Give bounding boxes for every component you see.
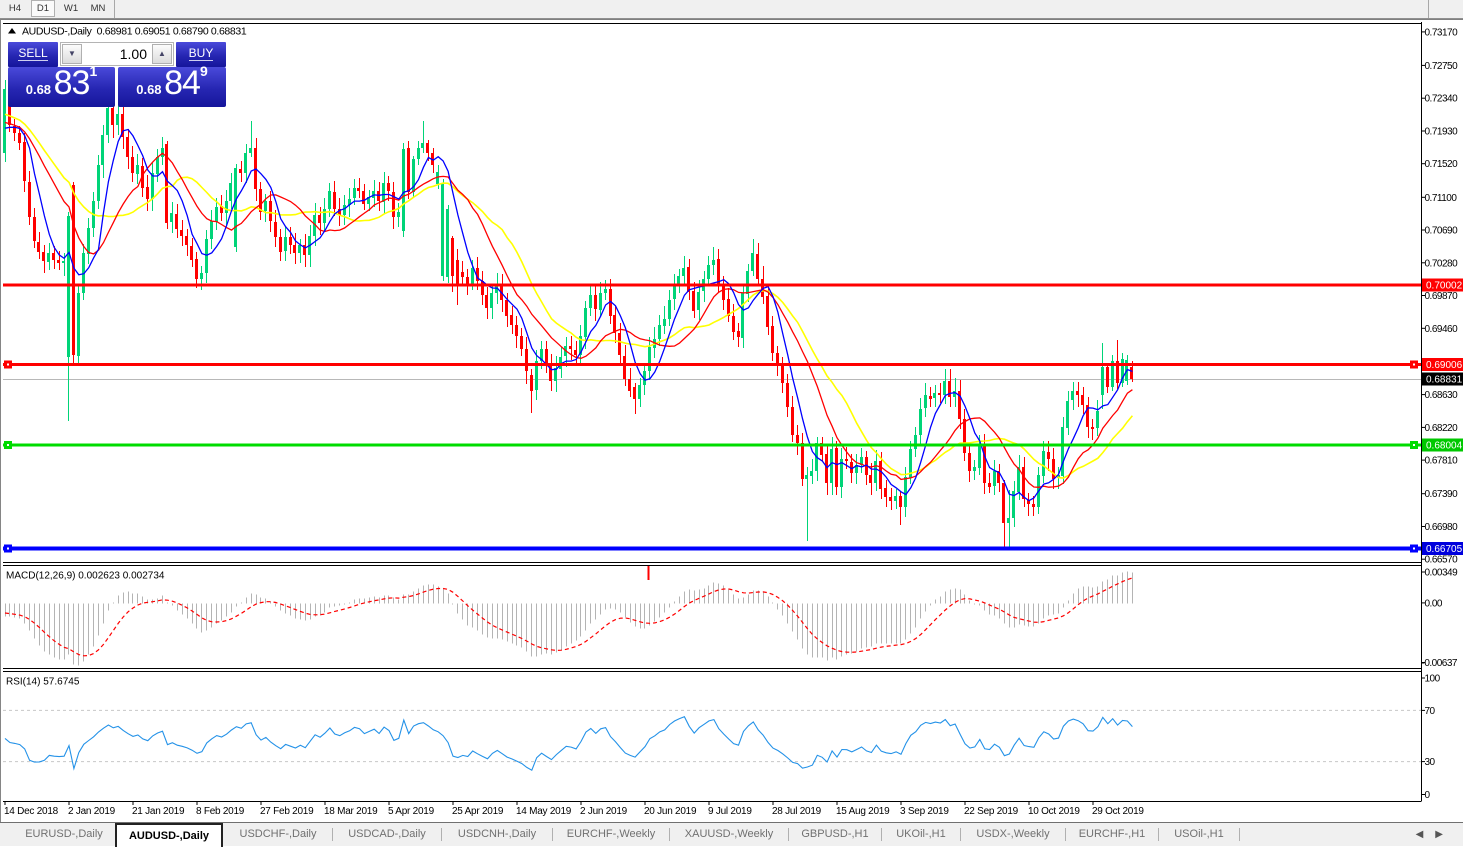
- svg-text:14 Dec 2018: 14 Dec 2018: [4, 806, 59, 817]
- svg-text:0.00: 0.00: [1425, 598, 1443, 609]
- svg-text:0.67810: 0.67810: [1425, 456, 1459, 467]
- svg-text:0.73170: 0.73170: [1425, 27, 1459, 38]
- svg-text:0.70280: 0.70280: [1425, 258, 1459, 269]
- svg-text:0.66570: 0.66570: [1425, 555, 1459, 566]
- svg-text:0.66705: 0.66705: [1426, 544, 1463, 555]
- svg-text:0.70002: 0.70002: [1426, 281, 1463, 292]
- svg-text:0: 0: [1425, 790, 1431, 801]
- svg-text:0.71930: 0.71930: [1425, 127, 1459, 138]
- svg-text:0.68831: 0.68831: [1426, 375, 1463, 386]
- svg-text:30: 30: [1425, 757, 1436, 768]
- svg-text:8 Feb 2019: 8 Feb 2019: [196, 806, 245, 817]
- svg-text:22 Sep 2019: 22 Sep 2019: [964, 806, 1019, 817]
- svg-text:2 Jun 2019: 2 Jun 2019: [580, 806, 628, 817]
- svg-text:0.67390: 0.67390: [1425, 489, 1459, 500]
- svg-text:21 Jan 2019: 21 Jan 2019: [132, 806, 185, 817]
- svg-text:0.68220: 0.68220: [1425, 423, 1459, 434]
- svg-text:29 Oct 2019: 29 Oct 2019: [1092, 806, 1144, 817]
- svg-text:20 Jun 2019: 20 Jun 2019: [644, 806, 697, 817]
- svg-text:9 Jul 2019: 9 Jul 2019: [708, 806, 752, 817]
- svg-text:0.70690: 0.70690: [1425, 226, 1459, 237]
- svg-text:0.69006: 0.69006: [1426, 360, 1463, 371]
- svg-text:25 Apr 2019: 25 Apr 2019: [452, 806, 504, 817]
- svg-text:0.69870: 0.69870: [1425, 291, 1459, 302]
- svg-text:10 Oct 2019: 10 Oct 2019: [1028, 806, 1080, 817]
- svg-text:3 Sep 2019: 3 Sep 2019: [900, 806, 949, 817]
- svg-text:RSI(14) 57.6745: RSI(14) 57.6745: [6, 677, 80, 688]
- svg-text:0.00349: 0.00349: [1425, 568, 1459, 579]
- svg-text:28 Jul 2019: 28 Jul 2019: [772, 806, 822, 817]
- svg-text:5 Apr 2019: 5 Apr 2019: [388, 806, 435, 817]
- svg-text:0.68004: 0.68004: [1426, 441, 1463, 452]
- svg-text:MACD(12,26,9) 0.002623 0.00273: MACD(12,26,9) 0.002623 0.002734: [6, 571, 165, 582]
- svg-text:100: 100: [1425, 674, 1441, 685]
- svg-text:27 Feb 2019: 27 Feb 2019: [260, 806, 314, 817]
- svg-text:0.72340: 0.72340: [1425, 94, 1459, 105]
- svg-text:18 Mar 2019: 18 Mar 2019: [324, 806, 378, 817]
- svg-text:70: 70: [1425, 706, 1436, 717]
- svg-text:0.69460: 0.69460: [1425, 324, 1459, 335]
- svg-text:14 May 2019: 14 May 2019: [516, 806, 572, 817]
- svg-text:0.71100: 0.71100: [1425, 193, 1458, 204]
- svg-text:0.71520: 0.71520: [1425, 159, 1459, 170]
- svg-text:0.72750: 0.72750: [1425, 61, 1459, 72]
- svg-text:-0.00637: -0.00637: [1422, 658, 1458, 669]
- svg-text:0.66980: 0.66980: [1425, 522, 1459, 533]
- svg-text:0.68630: 0.68630: [1425, 390, 1459, 401]
- svg-text:2 Jan 2019: 2 Jan 2019: [68, 806, 116, 817]
- svg-text:AUDUSD-,Daily 0.68981 0.69051: AUDUSD-,Daily 0.68981 0.69051 0.68790 0.…: [22, 26, 247, 38]
- svg-text:15 Aug 2019: 15 Aug 2019: [836, 806, 890, 817]
